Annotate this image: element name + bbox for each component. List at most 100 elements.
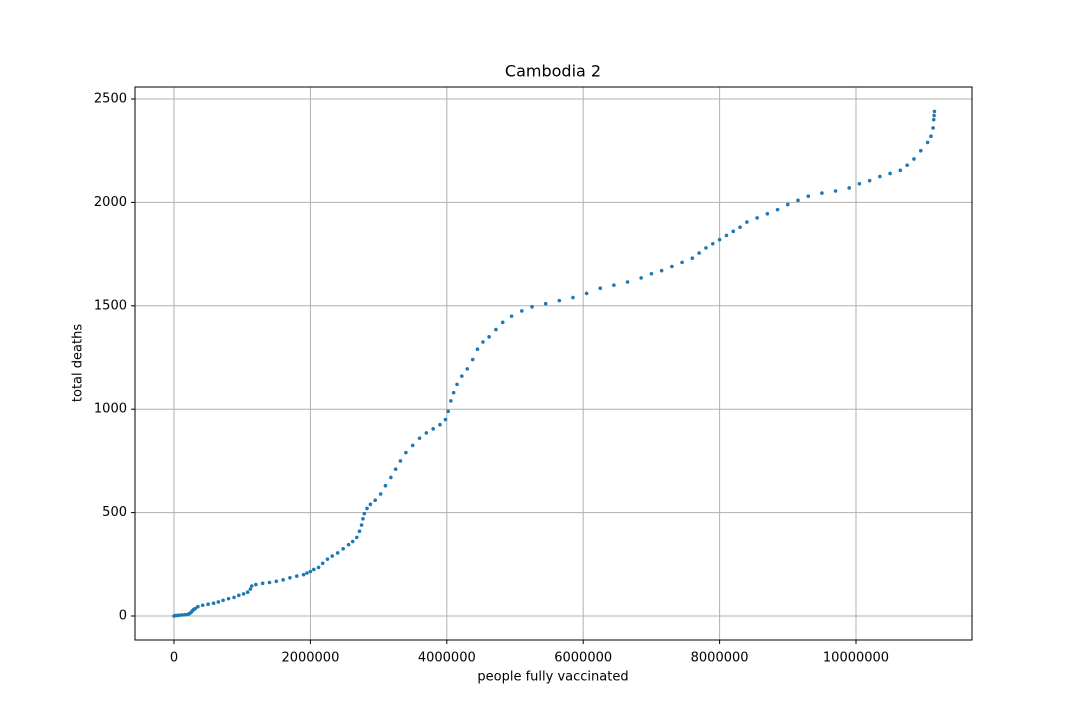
x-tick-label: 4000000: [418, 651, 476, 666]
point: [888, 171, 892, 176]
point: [494, 327, 498, 332]
point: [690, 256, 695, 261]
point: [226, 596, 231, 601]
point: [918, 148, 923, 153]
point: [424, 431, 429, 435]
point: [717, 237, 722, 242]
point: [325, 557, 330, 561]
point: [931, 126, 935, 130]
x-tick-label: 8000000: [691, 651, 749, 666]
y-tick-label: 1500: [94, 298, 127, 313]
point: [898, 168, 903, 173]
point: [312, 567, 316, 572]
point: [301, 572, 306, 577]
point: [196, 604, 200, 609]
point: [180, 613, 184, 617]
y-tick-label: 2000: [94, 195, 127, 210]
point: [670, 264, 674, 269]
point: [183, 612, 187, 617]
point: [451, 390, 456, 395]
point: [738, 225, 742, 230]
point: [216, 600, 221, 604]
point: [806, 194, 811, 198]
point: [393, 467, 398, 471]
point: [438, 422, 442, 427]
point: [905, 163, 909, 167]
point: [697, 251, 701, 255]
point: [330, 554, 335, 558]
point: [241, 592, 246, 596]
point: [912, 157, 916, 161]
point: [193, 606, 197, 611]
point: [232, 595, 236, 600]
point: [543, 301, 548, 306]
point: [211, 601, 216, 605]
y-axis-label: total deaths: [71, 324, 86, 402]
point: [765, 211, 770, 216]
chart-title: Cambodia 2: [505, 62, 601, 81]
plot-area: 0 2000000 4000000 6000000 8000000 10000000 0 50…: [94, 87, 972, 666]
point: [443, 417, 448, 422]
point: [206, 602, 210, 607]
point: [470, 357, 475, 362]
point: [833, 189, 838, 193]
y-tick-label: 0: [119, 609, 127, 624]
point: [820, 191, 824, 195]
point: [341, 546, 345, 551]
point: [431, 427, 435, 431]
axes-frame: [134, 86, 973, 641]
point: [177, 613, 182, 617]
point: [745, 220, 749, 224]
point: [417, 436, 422, 440]
y-tick-label: 2500: [94, 91, 127, 106]
point: [308, 569, 313, 574]
point: [274, 579, 279, 584]
point: [520, 309, 524, 313]
point: [487, 335, 491, 339]
point: [475, 347, 480, 352]
point: [455, 382, 459, 387]
point: [288, 575, 292, 580]
point: [639, 276, 643, 280]
x-axis-label: people fully vaccinated: [477, 670, 628, 685]
point: [350, 539, 355, 544]
point: [598, 286, 603, 291]
point: [571, 295, 575, 300]
point: [354, 535, 359, 540]
point: [383, 483, 388, 488]
point: [649, 271, 654, 276]
point: [410, 443, 415, 448]
point: [368, 502, 373, 507]
point: [245, 590, 250, 595]
point: [755, 216, 759, 220]
point: [625, 280, 630, 284]
point: [361, 517, 365, 521]
point: [260, 581, 265, 586]
point: [460, 374, 464, 378]
point: [704, 246, 708, 250]
point: [404, 450, 408, 455]
point: [335, 551, 340, 555]
point: [530, 305, 534, 309]
point: [481, 340, 485, 344]
point: [236, 593, 241, 598]
point: [449, 399, 453, 403]
x-tick-label: 6000000: [554, 651, 612, 666]
point: [931, 117, 936, 122]
point: [446, 409, 450, 414]
point: [357, 529, 362, 534]
point: [267, 580, 272, 585]
y-tick-label: 1000: [94, 402, 127, 417]
point: [509, 314, 514, 318]
point: [221, 598, 225, 603]
point: [929, 134, 933, 139]
point: [796, 198, 800, 203]
point: [373, 498, 377, 502]
point: [398, 459, 403, 463]
point: [249, 584, 254, 588]
point: [878, 174, 882, 179]
point: [932, 113, 936, 118]
point: [248, 587, 253, 591]
